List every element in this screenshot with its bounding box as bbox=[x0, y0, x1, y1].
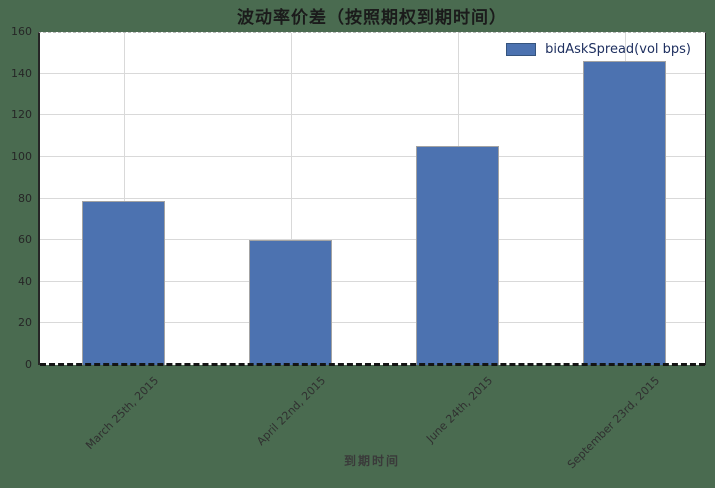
chart-title: 波动率价差（按照期权到期时间） bbox=[237, 8, 507, 28]
plot-area: bidAskSpread(vol bps) bbox=[38, 32, 706, 366]
x-tick-label: March 25th, 2015 bbox=[82, 374, 161, 453]
legend-label: bidAskSpread(vol bps) bbox=[545, 42, 691, 57]
bar-2 bbox=[248, 240, 333, 365]
bar-4 bbox=[582, 61, 667, 365]
y-tick-label: 100 bbox=[11, 149, 32, 163]
bar-3 bbox=[415, 146, 500, 365]
gridline-vertical bbox=[123, 33, 125, 365]
y-tick-label: 20 bbox=[18, 316, 32, 330]
x-axis-spine bbox=[40, 363, 705, 366]
legend: bidAskSpread(vol bps) bbox=[506, 42, 691, 57]
y-tick-label: 160 bbox=[11, 25, 32, 38]
y-tick-label: 40 bbox=[18, 274, 32, 288]
gridline-horizontal bbox=[40, 280, 705, 282]
gridline-horizontal bbox=[40, 197, 705, 199]
gridline-vertical bbox=[290, 33, 292, 365]
y-tick-label: 60 bbox=[18, 233, 32, 247]
y-tick-label: 0 bbox=[25, 358, 32, 371]
gridline-horizontal bbox=[40, 322, 705, 324]
gridline-horizontal bbox=[40, 155, 705, 157]
x-tick-label: September 23rd, 2015 bbox=[564, 374, 662, 472]
x-axis-label: 到期时间 bbox=[343, 454, 400, 468]
gridline-horizontal bbox=[40, 239, 705, 241]
bar-1 bbox=[81, 200, 166, 365]
y-tick-label: 80 bbox=[18, 191, 32, 205]
x-tick-label: April 22nd, 2015 bbox=[253, 374, 328, 448]
gridline-horizontal bbox=[40, 114, 705, 116]
legend-swatch bbox=[506, 43, 537, 56]
gridline-horizontal bbox=[40, 72, 705, 74]
y-tick-label: 120 bbox=[11, 108, 32, 122]
y-tick-label: 140 bbox=[11, 66, 32, 80]
x-tick-label: June 24th, 2015 bbox=[423, 374, 495, 446]
